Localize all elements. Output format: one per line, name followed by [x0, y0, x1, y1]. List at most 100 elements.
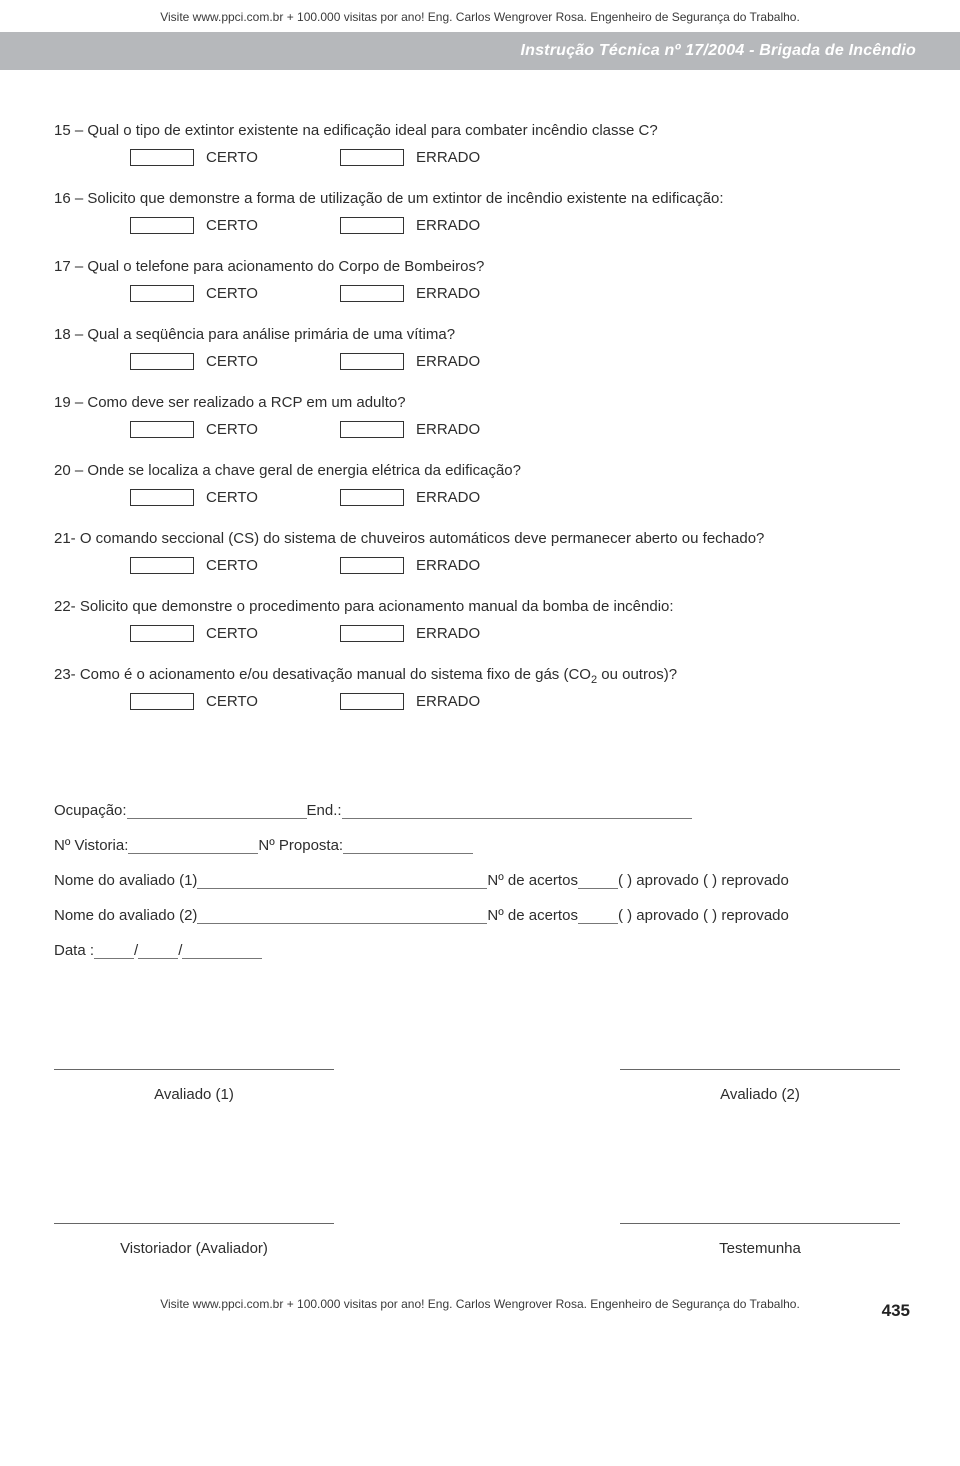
- checkbox-certo-23[interactable]: [130, 693, 194, 710]
- choice-row-18: CERTO ERRADO: [130, 353, 910, 370]
- choice-row-19: CERTO ERRADO: [130, 421, 910, 438]
- q23-post: ou outros)?: [597, 666, 677, 683]
- checkbox-certo-22[interactable]: [130, 625, 194, 642]
- question-17: 17 – Qual o telefone para acionamento do…: [54, 256, 910, 277]
- label-errado-16: ERRADO: [416, 217, 516, 234]
- line-ocupacao: Ocupação: End.:: [54, 802, 910, 819]
- field-ocupacao[interactable]: [127, 803, 307, 819]
- choice-row-22: CERTO ERRADO: [130, 625, 910, 642]
- question-19: 19 – Como deve ser realizado a RCP em um…: [54, 392, 910, 413]
- sig-line-avaliado2[interactable]: [620, 1069, 900, 1070]
- label-proposta: Nº Proposta:: [258, 837, 343, 854]
- page-number: 435: [882, 1301, 910, 1321]
- sig-label-avaliado1: Avaliado (1): [54, 1086, 334, 1103]
- checkbox-errado-19[interactable]: [340, 421, 404, 438]
- field-acertos2[interactable]: [578, 908, 618, 924]
- label-certo-21: CERTO: [206, 557, 306, 574]
- field-end[interactable]: [342, 803, 692, 819]
- field-data-month[interactable]: [138, 943, 178, 959]
- question-21: 21- O comando seccional (CS) do sistema …: [54, 528, 910, 549]
- label-ocupacao: Ocupação:: [54, 802, 127, 819]
- field-acertos1[interactable]: [578, 873, 618, 889]
- label-errado-21: ERRADO: [416, 557, 516, 574]
- signature-row-1: Avaliado (1) Avaliado (2): [0, 1069, 960, 1103]
- label-certo-16: CERTO: [206, 217, 306, 234]
- label-certo-15: CERTO: [206, 149, 306, 166]
- choice-row-20: CERTO ERRADO: [130, 489, 910, 506]
- q23-pre: 23- Como é o acionamento e/ou desativaçã…: [54, 666, 591, 683]
- label-errado-20: ERRADO: [416, 489, 516, 506]
- checkbox-errado-23[interactable]: [340, 693, 404, 710]
- question-15: 15 – Qual o tipo de extintor existente n…: [54, 120, 910, 141]
- field-data-year[interactable]: [182, 943, 262, 959]
- page-container: Visite www.ppci.com.br + 100.000 visitas…: [0, 0, 960, 1341]
- checkbox-errado-16[interactable]: [340, 217, 404, 234]
- sig-label-testemunha: Testemunha: [620, 1240, 900, 1257]
- sig-label-vistoriador: Vistoriador (Avaliador): [54, 1240, 334, 1257]
- label-certo-17: CERTO: [206, 285, 306, 302]
- choice-row-21: CERTO ERRADO: [130, 557, 910, 574]
- checkbox-errado-17[interactable]: [340, 285, 404, 302]
- checkbox-certo-21[interactable]: [130, 557, 194, 574]
- checkbox-certo-20[interactable]: [130, 489, 194, 506]
- label-certo-19: CERTO: [206, 421, 306, 438]
- label-aprovado2: ( ) aprovado ( ) reprovado: [618, 907, 789, 924]
- label-end: End.:: [307, 802, 342, 819]
- question-23: 23- Como é o acionamento e/ou desativaçã…: [54, 664, 910, 685]
- checkbox-errado-15[interactable]: [340, 149, 404, 166]
- checkbox-errado-20[interactable]: [340, 489, 404, 506]
- line-data: Data : / /: [54, 942, 910, 959]
- form-section: Ocupação: End.: Nº Vistoria: Nº Proposta…: [0, 762, 960, 959]
- label-data: Data :: [54, 942, 94, 959]
- label-acertos2: Nº de acertos: [487, 907, 578, 924]
- field-avaliado1-nome[interactable]: [197, 873, 487, 889]
- label-errado-22: ERRADO: [416, 625, 516, 642]
- field-proposta[interactable]: [343, 838, 473, 854]
- line-avaliado2: Nome do avaliado (2) Nº de acertos ( ) a…: [54, 907, 910, 924]
- sig-label-avaliado2: Avaliado (2): [620, 1086, 900, 1103]
- label-certo-20: CERTO: [206, 489, 306, 506]
- label-errado-19: ERRADO: [416, 421, 516, 438]
- label-avaliado2: Nome do avaliado (2): [54, 907, 197, 924]
- label-avaliado1: Nome do avaliado (1): [54, 872, 197, 889]
- question-20: 20 – Onde se localiza a chave geral de e…: [54, 460, 910, 481]
- label-aprovado1: ( ) aprovado ( ) reprovado: [618, 872, 789, 889]
- sig-line-vistoriador[interactable]: [54, 1223, 334, 1224]
- question-18: 18 – Qual a seqüência para análise primá…: [54, 324, 910, 345]
- sig-line-avaliado1[interactable]: [54, 1069, 334, 1070]
- label-certo-23: CERTO: [206, 693, 306, 710]
- field-avaliado2-nome[interactable]: [197, 908, 487, 924]
- label-vistoria: Nº Vistoria:: [54, 837, 128, 854]
- checkbox-certo-15[interactable]: [130, 149, 194, 166]
- label-certo-18: CERTO: [206, 353, 306, 370]
- header-title: Instrução Técnica nº 17/2004 - Brigada d…: [520, 42, 916, 60]
- checkbox-certo-16[interactable]: [130, 217, 194, 234]
- label-errado-18: ERRADO: [416, 353, 516, 370]
- label-errado-15: ERRADO: [416, 149, 516, 166]
- choice-row-16: CERTO ERRADO: [130, 217, 910, 234]
- line-vistoria: Nº Vistoria: Nº Proposta:: [54, 837, 910, 854]
- question-16: 16 – Solicito que demonstre a forma de u…: [54, 188, 910, 209]
- label-errado-23: ERRADO: [416, 693, 516, 710]
- choice-row-23: CERTO ERRADO: [130, 693, 910, 710]
- question-22: 22- Solicito que demonstre o procediment…: [54, 596, 910, 617]
- checkbox-errado-21[interactable]: [340, 557, 404, 574]
- checkbox-errado-18[interactable]: [340, 353, 404, 370]
- line-avaliado1: Nome do avaliado (1) Nº de acertos ( ) a…: [54, 872, 910, 889]
- field-vistoria[interactable]: [128, 838, 258, 854]
- checkbox-certo-19[interactable]: [130, 421, 194, 438]
- checkbox-certo-17[interactable]: [130, 285, 194, 302]
- footer-credit-line: Visite www.ppci.com.br + 100.000 visitas…: [0, 1297, 960, 1311]
- footer-credit-text: Visite www.ppci.com.br + 100.000 visitas…: [160, 1297, 800, 1311]
- checkbox-certo-18[interactable]: [130, 353, 194, 370]
- label-acertos1: Nº de acertos: [487, 872, 578, 889]
- signature-row-2: Vistoriador (Avaliador) Testemunha: [0, 1223, 960, 1257]
- sig-block-avaliado1: Avaliado (1): [54, 1069, 334, 1103]
- questions-section: 15 – Qual o tipo de extintor existente n…: [0, 70, 960, 762]
- sig-block-testemunha: Testemunha: [620, 1223, 900, 1257]
- field-data-day[interactable]: [94, 943, 134, 959]
- sig-block-avaliado2: Avaliado (2): [620, 1069, 900, 1103]
- sig-line-testemunha[interactable]: [620, 1223, 900, 1224]
- header-bar: Instrução Técnica nº 17/2004 - Brigada d…: [0, 32, 960, 70]
- checkbox-errado-22[interactable]: [340, 625, 404, 642]
